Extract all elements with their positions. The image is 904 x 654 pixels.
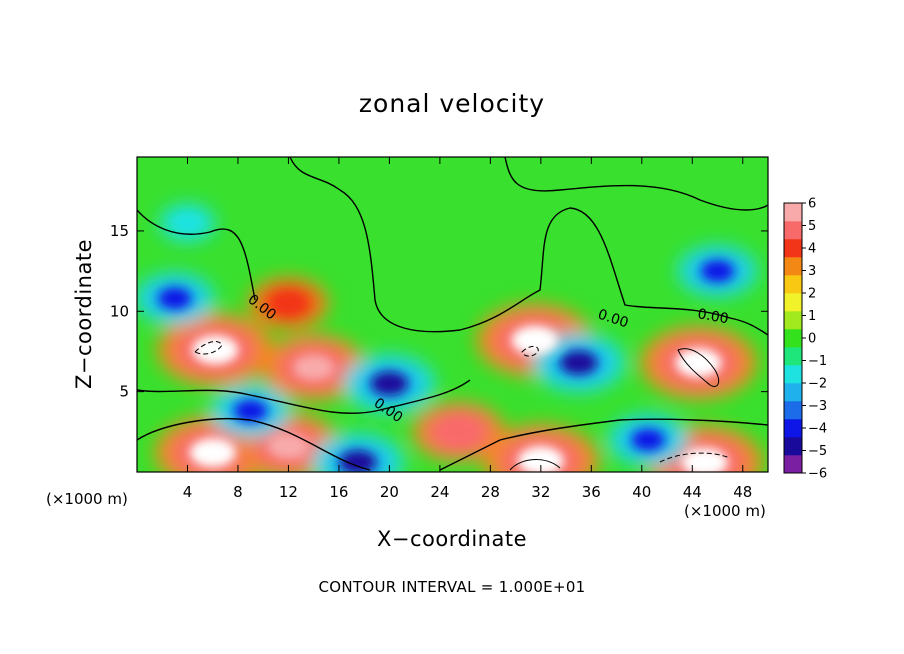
colorbar-band-6 xyxy=(784,347,802,366)
solid-contour-e xyxy=(509,459,561,471)
colorbar-tick-label-7: −1 xyxy=(808,354,827,369)
x-tick-label-9: 40 xyxy=(632,483,651,501)
colorbar-band-9 xyxy=(784,293,802,312)
x-tick-label-10: 44 xyxy=(683,483,702,501)
colorbar-tick-label-9: −3 xyxy=(808,399,827,414)
field-feature-14-ring-2 xyxy=(234,400,267,422)
zero-contour-mid xyxy=(137,379,471,414)
x-unit-right: (×1000 m) xyxy=(684,502,766,520)
colorbar-band-1 xyxy=(784,437,802,456)
colorbar-band-10 xyxy=(784,275,802,294)
contour-label-4: 0.00 xyxy=(696,306,729,327)
colorbar-tick-label-6: 0 xyxy=(808,332,816,347)
colorbar-tick-label-2: 4 xyxy=(808,242,816,257)
field-feature-5-ring-2 xyxy=(517,446,565,472)
colorbar-band-3 xyxy=(784,401,802,420)
contour-lines xyxy=(137,157,768,471)
x-tick-label-2: 12 xyxy=(279,483,298,501)
colorbar-band-12 xyxy=(784,239,802,258)
colorbar-tick-label-3: 3 xyxy=(808,264,816,279)
dashed-contour-b xyxy=(521,345,539,357)
colorbar-band-11 xyxy=(784,257,802,276)
chart-title: zonal velocity xyxy=(359,89,545,118)
plot-area xyxy=(137,157,768,472)
x-tick-label-6: 28 xyxy=(481,483,500,501)
colorbar: 6 5 4 3 2 1 0 −1 −2 −3 −4 −5 −6 xyxy=(783,197,827,482)
x-tick-label-7: 32 xyxy=(531,483,550,501)
zero-contour-center xyxy=(289,157,768,336)
x-unit-left: (×1000 m) xyxy=(46,490,128,508)
field-feature-0-ring-2 xyxy=(192,335,239,365)
colorbar-tick-label-12: −6 xyxy=(808,467,827,482)
colorbar-tick-label-10: −4 xyxy=(808,422,827,437)
colorbar-tick-label-11: −5 xyxy=(808,444,827,459)
field-feature-10-ring-2 xyxy=(158,288,191,309)
field-feature-11-ring-2 xyxy=(701,260,734,282)
colorbar-band-4 xyxy=(784,383,802,402)
colorbar-tick-label-4: 2 xyxy=(808,287,816,302)
x-tick-label-11: 48 xyxy=(733,483,752,501)
colorbar-tick-label-1: 5 xyxy=(808,219,816,234)
field-feature-6-ring-2 xyxy=(292,354,335,381)
field-feature-7-ring-2 xyxy=(267,433,310,460)
dashed-contour-a xyxy=(194,341,223,355)
field-feature-15-ring-2 xyxy=(339,450,377,472)
zero-contour-right xyxy=(504,157,768,211)
colorbar-tick-label-0: 6 xyxy=(808,197,816,212)
x-axis-label: X−coordinate xyxy=(377,527,527,551)
y-axis-label: Z−coordinate xyxy=(72,239,96,389)
field-feature-17-ring-2 xyxy=(176,215,199,231)
x-tick-label-0: 4 xyxy=(183,483,193,501)
colorbar-band-0 xyxy=(784,455,802,474)
field-feature-3-ring-2 xyxy=(189,438,236,468)
x-tick-label-5: 24 xyxy=(430,483,449,501)
zero-contour-lower xyxy=(137,418,768,471)
y-axis-ticks: 5 10 15 xyxy=(110,222,768,401)
field-feature-12-ring-2 xyxy=(560,350,598,375)
colorbar-band-14 xyxy=(784,203,802,222)
colorbar-band-13 xyxy=(784,221,802,240)
x-tick-label-8: 36 xyxy=(582,483,601,501)
solid-contour-c xyxy=(677,348,720,387)
y-tick-label-2: 15 xyxy=(110,222,129,240)
field-feature-1-ring-2 xyxy=(511,325,558,355)
x-tick-label-4: 20 xyxy=(380,483,399,501)
field-feature-9-ring-2 xyxy=(272,292,305,314)
dashed-contour-d xyxy=(659,452,731,463)
colorbar-band-8 xyxy=(784,311,802,330)
field-feature-8-ring-2 xyxy=(440,420,478,444)
x-tick-label-3: 16 xyxy=(329,483,348,501)
y-tick-label-1: 10 xyxy=(110,302,129,320)
colorbar-tick-label-5: 1 xyxy=(808,309,816,324)
field-feature-2-ring-2 xyxy=(675,348,722,378)
colorbar-tick-label-8: −2 xyxy=(808,377,827,392)
contour-interval-note: CONTOUR INTERVAL = 1.000E+01 xyxy=(318,578,585,596)
x-tick-label-1: 8 xyxy=(233,483,243,501)
colorbar-band-2 xyxy=(784,419,802,438)
field-feature-16-ring-2 xyxy=(632,429,665,451)
plot-frame xyxy=(136,156,769,473)
y-tick-label-0: 5 xyxy=(119,383,129,401)
colorbar-band-5 xyxy=(784,365,802,384)
colorbar-band-7 xyxy=(784,329,802,348)
zero-contour-upper-left xyxy=(137,209,256,301)
field-feature-13-ring-2 xyxy=(371,371,408,396)
x-axis-ticks: 4 8 12 16 20 24 28 32 36 40 44 48 xyxy=(183,157,752,501)
